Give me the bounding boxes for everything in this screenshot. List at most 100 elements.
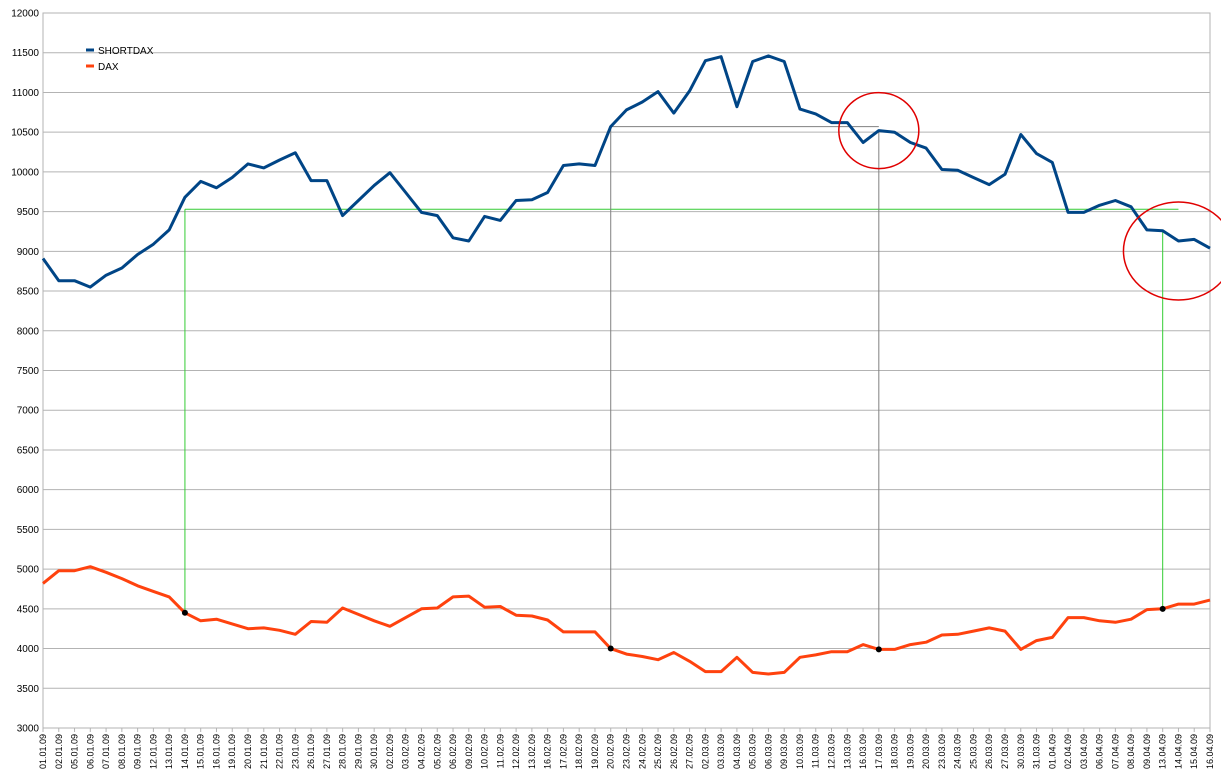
x-tick-label: 28.01.09 bbox=[338, 734, 348, 769]
x-tick-label: 20.03.09 bbox=[921, 734, 931, 769]
x-tick-label: 20.01.09 bbox=[243, 734, 253, 769]
x-tick-label: 16.01.09 bbox=[211, 734, 221, 769]
y-tick-label: 10000 bbox=[11, 167, 39, 178]
x-tick-label: 26.03.09 bbox=[984, 734, 994, 769]
y-tick-label: 11500 bbox=[12, 48, 40, 59]
x-tick-label: 03.02.09 bbox=[401, 734, 411, 769]
x-tick-label: 02.01.09 bbox=[54, 734, 64, 769]
y-tick-label: 8500 bbox=[17, 287, 40, 298]
y-tick-label: 4500 bbox=[17, 604, 40, 615]
x-tick-label: 13.04.09 bbox=[1158, 734, 1168, 769]
x-tick-label: 16.04.09 bbox=[1205, 734, 1215, 769]
x-tick-label: 26.01.09 bbox=[306, 734, 316, 769]
x-tick-label: 03.03.09 bbox=[716, 734, 726, 769]
x-tick-label: 04.03.09 bbox=[732, 734, 742, 769]
y-tick-label: 4000 bbox=[17, 644, 40, 655]
x-tick-label: 10.02.09 bbox=[480, 734, 490, 769]
x-tick-label: 23.02.09 bbox=[622, 734, 632, 769]
x-tick-label: 25.03.09 bbox=[968, 734, 978, 769]
x-axis-ticks: 01.01.09 02.01.09 05.01.09 06.01.09 07.01.09… bbox=[38, 728, 1215, 769]
x-tick-label: 16.03.09 bbox=[858, 734, 868, 769]
highlight-circles bbox=[838, 91, 1221, 301]
x-tick-label: 08.01.09 bbox=[117, 734, 127, 769]
x-tick-label: 04.02.09 bbox=[416, 734, 426, 769]
dax-markers bbox=[181, 605, 1166, 653]
x-tick-label: 24.03.09 bbox=[953, 734, 963, 769]
y-tick-label: 5000 bbox=[17, 565, 40, 576]
x-tick-label: 20.02.09 bbox=[606, 734, 616, 769]
x-tick-label: 06.01.09 bbox=[85, 734, 95, 769]
x-tick-label: 18.03.09 bbox=[890, 734, 900, 769]
series-lines bbox=[41, 54, 1211, 676]
y-tick-label: 9000 bbox=[17, 247, 40, 258]
x-tick-label: 18.02.09 bbox=[574, 734, 584, 769]
dax-marker-point bbox=[181, 609, 188, 616]
x-tick-label: 05.03.09 bbox=[748, 734, 758, 769]
x-tick-label: 19.01.09 bbox=[227, 734, 237, 769]
x-tick-label: 19.03.09 bbox=[905, 734, 915, 769]
x-tick-label: 24.02.09 bbox=[637, 734, 647, 769]
x-tick-label: 14.01.09 bbox=[180, 734, 190, 769]
dax-marker-point bbox=[1159, 605, 1166, 612]
dax-marker-point bbox=[875, 646, 882, 653]
x-tick-label: 03.04.09 bbox=[1079, 734, 1089, 769]
x-tick-label: 27.02.09 bbox=[685, 734, 695, 769]
x-tick-label: 06.02.09 bbox=[448, 734, 458, 769]
x-tick-label: 31.03.09 bbox=[1032, 734, 1042, 769]
x-tick-label: 19.02.09 bbox=[590, 734, 600, 769]
x-tick-label: 12.02.09 bbox=[511, 734, 521, 769]
x-tick-label: 17.02.09 bbox=[558, 734, 568, 769]
x-tick-label: 06.03.09 bbox=[763, 734, 773, 769]
x-tick-label: 02.03.09 bbox=[700, 734, 710, 769]
x-tick-label: 09.01.09 bbox=[133, 734, 143, 769]
y-tick-label: 7500 bbox=[17, 366, 40, 377]
x-tick-label: 11.03.09 bbox=[811, 734, 821, 768]
x-tick-label: 17.03.09 bbox=[874, 734, 884, 769]
y-tick-label: 3000 bbox=[17, 724, 40, 735]
x-tick-label: 16.02.09 bbox=[543, 734, 553, 769]
y-tick-label: 7000 bbox=[17, 406, 40, 417]
y-tick-label: 6500 bbox=[17, 445, 40, 456]
gridlines bbox=[43, 12, 1210, 729]
x-tick-label: 06.04.09 bbox=[1095, 734, 1105, 769]
x-tick-label: 08.04.09 bbox=[1126, 734, 1136, 769]
x-tick-label: 13.03.09 bbox=[842, 734, 852, 769]
highlight-circle bbox=[1122, 201, 1221, 301]
x-tick-label: 05.02.09 bbox=[432, 734, 442, 769]
x-tick-label: 02.02.09 bbox=[385, 734, 395, 769]
legend-label: SHORTDAX bbox=[98, 46, 154, 57]
x-tick-label: 15.01.09 bbox=[196, 734, 206, 769]
x-tick-label: 15.04.09 bbox=[1189, 734, 1199, 769]
x-tick-label: 13.02.09 bbox=[527, 734, 537, 769]
x-tick-label: 27.03.09 bbox=[1000, 734, 1010, 769]
series-line-shortdax bbox=[41, 54, 1211, 289]
highlight-circle bbox=[838, 91, 920, 170]
x-tick-label: 21.01.09 bbox=[259, 734, 269, 769]
x-tick-label: 05.01.09 bbox=[70, 734, 80, 769]
x-tick-label: 25.02.09 bbox=[653, 734, 663, 769]
x-tick-label: 14.04.09 bbox=[1173, 734, 1183, 769]
y-tick-label: 6000 bbox=[17, 485, 40, 496]
x-tick-label: 07.01.09 bbox=[101, 734, 111, 769]
y-tick-label: 12000 bbox=[11, 9, 39, 20]
y-tick-label: 8000 bbox=[17, 326, 40, 337]
x-tick-label: 23.01.09 bbox=[290, 734, 300, 769]
x-tick-label: 10.03.09 bbox=[795, 734, 805, 769]
x-tick-label: 22.01.09 bbox=[275, 734, 285, 769]
x-tick-label: 27.01.09 bbox=[322, 734, 332, 769]
dax-marker-point bbox=[607, 645, 614, 652]
y-tick-label: 11000 bbox=[12, 88, 40, 99]
x-tick-label: 30.01.09 bbox=[369, 734, 379, 769]
x-tick-label: 02.04.09 bbox=[1063, 734, 1073, 769]
y-tick-label: 5500 bbox=[17, 525, 40, 536]
legend-label: DAX bbox=[98, 62, 119, 73]
y-tick-label: 9500 bbox=[17, 207, 40, 218]
x-tick-label: 01.01.09 bbox=[38, 734, 48, 769]
x-tick-label: 01.04.09 bbox=[1047, 734, 1057, 769]
x-tick-label: 23.03.09 bbox=[937, 734, 947, 769]
y-tick-label: 3500 bbox=[17, 684, 40, 695]
legend: SHORTDAX DAX bbox=[86, 46, 154, 73]
x-tick-label: 29.01.09 bbox=[353, 734, 363, 769]
x-tick-label: 11.02.09 bbox=[495, 734, 505, 768]
series-line-dax bbox=[42, 565, 1211, 676]
